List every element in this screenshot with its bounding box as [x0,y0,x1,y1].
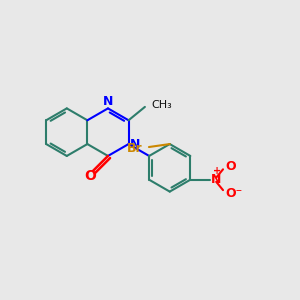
Text: N: N [103,95,113,108]
Text: +: + [213,167,221,176]
Text: O: O [225,160,236,173]
Text: CH₃: CH₃ [152,100,172,110]
Text: O: O [84,169,96,183]
Text: O⁻: O⁻ [225,187,243,200]
Text: N: N [211,173,221,186]
Text: Br: Br [128,142,143,155]
Text: N: N [130,138,140,151]
